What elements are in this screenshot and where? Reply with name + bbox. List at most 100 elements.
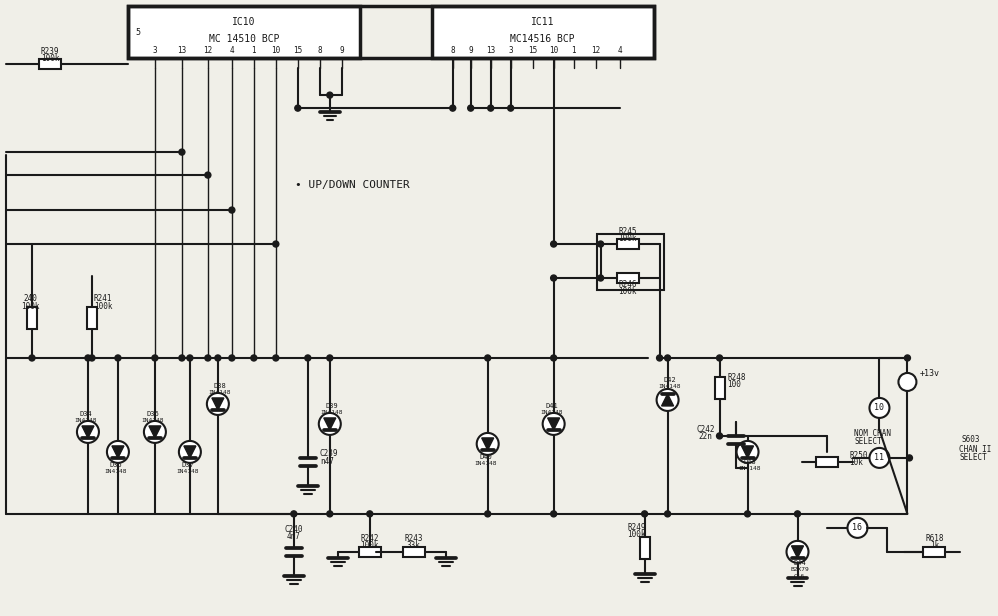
Text: 100: 100 <box>728 381 742 389</box>
Polygon shape <box>791 546 803 558</box>
Circle shape <box>367 511 373 517</box>
Text: R241: R241 <box>94 293 113 302</box>
Text: IC11: IC11 <box>531 17 555 27</box>
Text: D37: D37 <box>182 462 195 468</box>
Text: 4n7: 4n7 <box>286 532 300 541</box>
Circle shape <box>179 355 185 361</box>
Circle shape <box>326 92 332 98</box>
Text: 8: 8 <box>450 46 455 55</box>
Text: D38: D38 <box>214 383 227 389</box>
Text: 10k: 10k <box>849 458 863 468</box>
Circle shape <box>179 441 201 463</box>
Bar <box>128 6 654 58</box>
Text: SELECT: SELECT <box>959 453 987 463</box>
Circle shape <box>551 511 557 517</box>
Text: 100k: 100k <box>41 54 59 63</box>
Text: +13v: +13v <box>919 370 939 378</box>
Circle shape <box>904 355 910 361</box>
Bar <box>597 234 664 290</box>
Circle shape <box>152 355 158 361</box>
Text: IN4148: IN4148 <box>320 410 343 415</box>
Polygon shape <box>548 418 560 430</box>
Polygon shape <box>323 418 335 430</box>
Circle shape <box>326 355 332 361</box>
Circle shape <box>89 355 95 361</box>
Text: IN4148: IN4148 <box>209 391 232 395</box>
Circle shape <box>869 398 889 418</box>
Text: D39: D39 <box>325 403 338 409</box>
Text: 9: 9 <box>339 46 344 55</box>
Text: NOM CHAN: NOM CHAN <box>854 429 891 439</box>
Circle shape <box>906 455 912 461</box>
Circle shape <box>745 511 750 517</box>
Text: 4: 4 <box>230 46 235 55</box>
Text: 33k: 33k <box>407 541 421 550</box>
Circle shape <box>272 241 278 247</box>
Text: 13: 13 <box>486 46 495 55</box>
Circle shape <box>215 355 221 361</box>
Bar <box>816 457 838 467</box>
Text: S603: S603 <box>961 436 980 444</box>
Text: R248: R248 <box>728 373 747 383</box>
Text: D40: D40 <box>479 454 492 460</box>
Circle shape <box>77 421 99 443</box>
Bar <box>432 6 654 58</box>
Text: 100k: 100k <box>619 233 637 243</box>
Text: IN4148: IN4148 <box>659 384 681 389</box>
Circle shape <box>450 105 456 111</box>
Circle shape <box>543 413 565 435</box>
Circle shape <box>107 441 129 463</box>
Text: 15: 15 <box>293 46 302 55</box>
Text: IC10: IC10 <box>233 17 255 27</box>
Circle shape <box>294 105 300 111</box>
Circle shape <box>898 373 916 391</box>
Text: 100k: 100k <box>628 530 646 540</box>
Text: 1: 1 <box>251 46 256 55</box>
Circle shape <box>717 433 723 439</box>
Text: IN4148: IN4148 <box>75 418 97 423</box>
Text: 100k: 100k <box>94 301 113 310</box>
Polygon shape <box>149 426 161 438</box>
Circle shape <box>551 275 557 281</box>
Bar <box>403 547 425 557</box>
Text: 100k: 100k <box>21 301 39 310</box>
Circle shape <box>205 355 211 361</box>
Text: 5: 5 <box>136 28 141 37</box>
Circle shape <box>657 389 679 411</box>
Text: C242: C242 <box>697 426 715 434</box>
Circle shape <box>85 355 91 361</box>
Text: MC 14510 BCP: MC 14510 BCP <box>209 34 279 44</box>
Circle shape <box>598 241 604 247</box>
Text: IN4148: IN4148 <box>540 410 563 415</box>
Polygon shape <box>184 446 196 458</box>
Circle shape <box>179 149 185 155</box>
Polygon shape <box>212 398 224 410</box>
Circle shape <box>485 355 491 361</box>
Bar <box>617 273 639 283</box>
Text: n47: n47 <box>319 458 333 466</box>
Circle shape <box>229 207 235 213</box>
Text: 15: 15 <box>528 46 537 55</box>
Text: 10: 10 <box>271 46 280 55</box>
Text: R242: R242 <box>360 534 379 543</box>
Text: D42: D42 <box>664 377 676 383</box>
Circle shape <box>551 355 557 361</box>
Circle shape <box>737 441 758 463</box>
Circle shape <box>29 355 35 361</box>
Bar <box>617 239 639 249</box>
Text: IN4148: IN4148 <box>739 466 760 471</box>
Circle shape <box>642 511 648 517</box>
Text: 240: 240 <box>23 293 37 302</box>
Text: R243: R243 <box>404 534 423 543</box>
Text: SELECT: SELECT <box>854 437 882 447</box>
Text: 13: 13 <box>178 46 187 55</box>
Text: 1: 1 <box>571 46 576 55</box>
Text: D34: D34 <box>80 411 93 417</box>
Circle shape <box>207 393 229 415</box>
Text: 4: 4 <box>618 46 622 55</box>
Circle shape <box>304 355 310 361</box>
Text: D36: D36 <box>147 411 160 417</box>
Text: R245: R245 <box>619 227 637 235</box>
Text: C239: C239 <box>319 450 338 458</box>
Circle shape <box>144 421 166 443</box>
